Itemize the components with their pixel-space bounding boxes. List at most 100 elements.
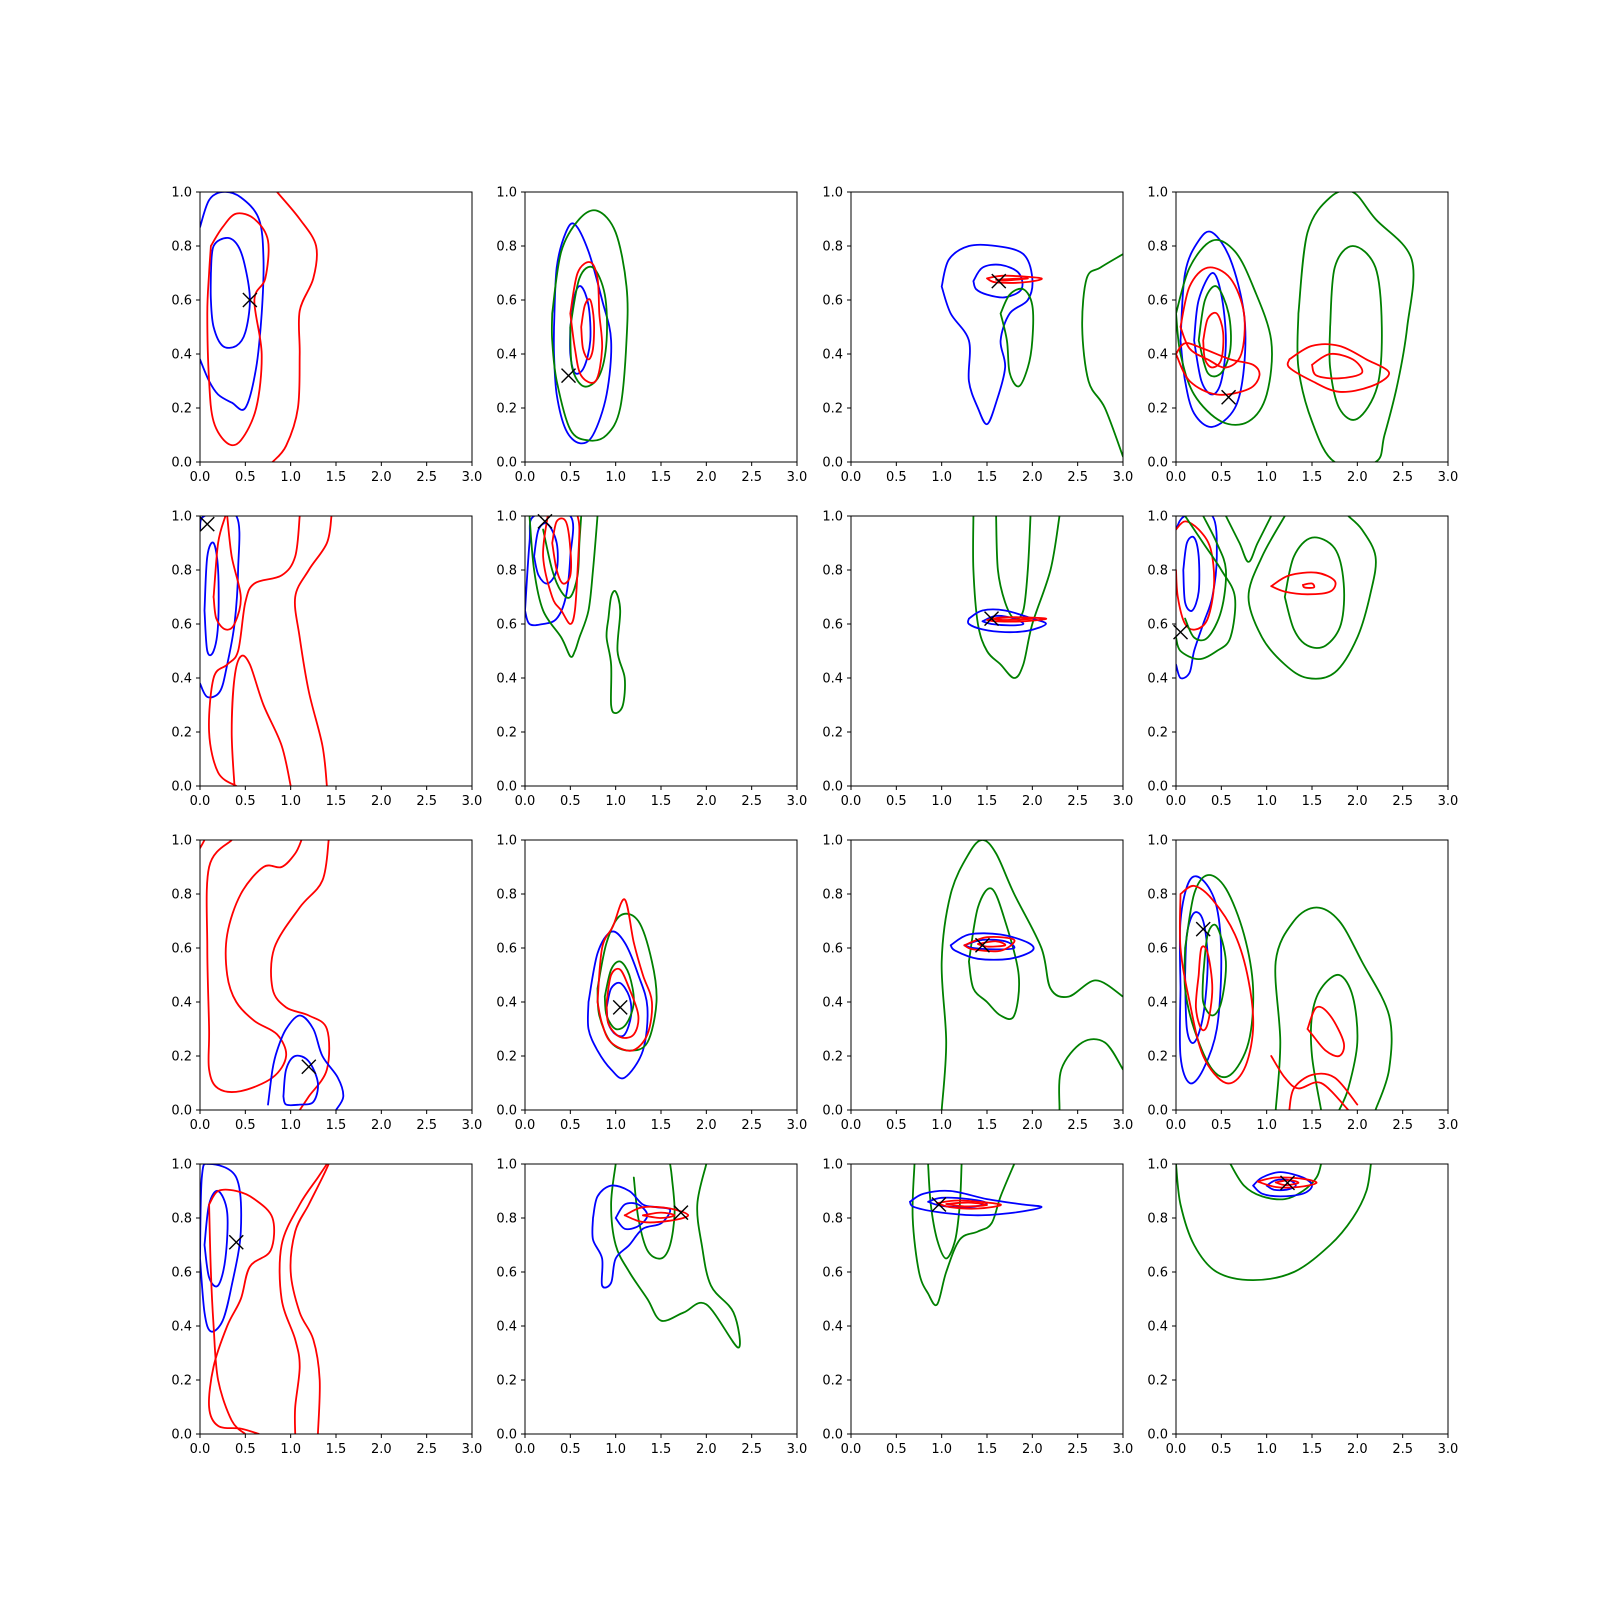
- x-tick-label: 0.5: [235, 794, 256, 809]
- y-tick-label: 0.0: [496, 780, 517, 795]
- red-contour-line: [206, 212, 270, 447]
- y-tick-label: 0.0: [822, 456, 843, 471]
- x-tick-label: 2.0: [696, 1118, 717, 1133]
- red-contour-line: [605, 967, 640, 1039]
- x-tick-label: 1.0: [280, 470, 301, 485]
- x-tick-label: 2.0: [1022, 794, 1043, 809]
- green-contour-line: [1328, 245, 1383, 421]
- plot-area: [200, 840, 345, 1110]
- blue-contour-line: [533, 522, 559, 585]
- subplot-r2c1: 0.0 0.5 1.0 1.5 2.0 2.5 3.0 0.0 0.2 0.4 0.6 0.8 1.0: [171, 510, 482, 810]
- plot-area: [909, 1164, 1043, 1307]
- red-contour-line: [1288, 1072, 1359, 1110]
- green-contour-line: [632, 1164, 676, 1260]
- x-tick-label: 0.5: [235, 470, 256, 485]
- x-tick-label: 1.0: [1256, 470, 1277, 485]
- x-tick-label: 3.0: [1113, 470, 1134, 485]
- red-contour-line: [278, 1164, 328, 1434]
- x-tick-label: 0.5: [1211, 1442, 1232, 1457]
- y-tick-label: 0.6: [1147, 294, 1168, 309]
- x-tick-label: 0.5: [1211, 794, 1232, 809]
- plot-area: [550, 209, 629, 445]
- green-contour-line: [1176, 1164, 1372, 1281]
- red-contour-line: [212, 516, 227, 598]
- x-marker: [991, 273, 1007, 289]
- plot-area: [1176, 192, 1415, 462]
- axes-frame: [524, 839, 798, 1111]
- red-contour-line: [208, 1188, 276, 1434]
- x-tick-label: 1.0: [605, 794, 626, 809]
- green-contour-line: [550, 209, 629, 442]
- x-tick-label: 3.0: [462, 1118, 483, 1133]
- x-tick-label: 1.5: [651, 1442, 672, 1457]
- x-tick-label: 2.0: [371, 470, 392, 485]
- blue-contour-line: [200, 192, 265, 411]
- y-tick-label: 1.0: [822, 510, 843, 525]
- x-tick-label: 0.5: [235, 1118, 256, 1133]
- green-contour-line: [995, 516, 1032, 620]
- x-tick-label: 0.5: [1211, 470, 1232, 485]
- red-contour-line: [293, 516, 333, 786]
- y-tick-label: 0.6: [1147, 942, 1168, 957]
- x-tick-label: 1.0: [280, 1442, 301, 1457]
- x-tick-label: 0.0: [841, 470, 862, 485]
- axes-frame: [850, 839, 1124, 1111]
- x-tick-label: 1.0: [605, 1442, 626, 1457]
- green-contour-line: [1296, 192, 1415, 462]
- blue-contour-line: [1265, 1178, 1297, 1192]
- x-tick-label: 1.5: [651, 470, 672, 485]
- green-contour-line: [927, 1164, 963, 1260]
- green-contour-line: [528, 516, 599, 658]
- y-tick-label: 0.2: [171, 402, 192, 417]
- y-tick-label: 0.0: [1147, 780, 1168, 795]
- x-tick-label: 2.0: [1347, 794, 1368, 809]
- x-tick-label: 0.0: [1166, 794, 1187, 809]
- x-tick-label: 0.5: [886, 1118, 907, 1133]
- x-tick-label: 2.5: [741, 470, 762, 485]
- x-tick-label: 2.5: [416, 1118, 437, 1133]
- x-tick-label: 1.5: [326, 470, 347, 485]
- y-tick-label: 0.6: [822, 618, 843, 633]
- y-tick-label: 0.2: [1147, 1374, 1168, 1389]
- green-contour-line: [569, 265, 608, 388]
- x-tick-label: 3.0: [1113, 1118, 1134, 1133]
- x-marker: [301, 1059, 317, 1075]
- red-contour-line: [1202, 311, 1225, 369]
- x-tick-label: 0.0: [841, 794, 862, 809]
- y-tick-label: 0.6: [1147, 1266, 1168, 1281]
- y-tick-label: 0.8: [1147, 1212, 1168, 1227]
- x-tick-label: 3.0: [1113, 1442, 1134, 1457]
- y-tick-label: 0.8: [822, 1212, 843, 1227]
- x-tick-label: 2.5: [741, 1118, 762, 1133]
- y-tick-label: 0.4: [822, 1320, 843, 1335]
- x-tick-label: 0.5: [235, 1442, 256, 1457]
- y-tick-label: 0.4: [1147, 348, 1168, 363]
- x-tick-label: 2.5: [1067, 1442, 1088, 1457]
- y-tick-label: 0.6: [822, 294, 843, 309]
- y-tick-label: 0.6: [1147, 618, 1168, 633]
- y-tick-label: 0.2: [171, 726, 192, 741]
- red-contour-line: [1176, 342, 1261, 396]
- x-tick-label: 1.0: [931, 794, 952, 809]
- plot-area: [1176, 1164, 1372, 1281]
- y-tick-label: 0.0: [496, 456, 517, 471]
- x-tick-label: 3.0: [787, 1442, 808, 1457]
- y-tick-label: 0.8: [171, 1212, 192, 1227]
- red-contour-line: [1302, 582, 1316, 589]
- y-tick-label: 0.6: [496, 294, 517, 309]
- x-tick-label: 2.0: [696, 1442, 717, 1457]
- subplot-r3c1: 0.0 0.5 1.0 1.5 2.0 2.5 3.0 0.0 0.2 0.4 0.6 0.8 1.0: [171, 834, 482, 1134]
- green-contour-line: [1183, 874, 1255, 1079]
- blue-contour-line: [1178, 875, 1223, 1085]
- green-contour-line: [1197, 285, 1232, 378]
- x-marker: [1195, 921, 1211, 937]
- x-tick-label: 0.5: [560, 794, 581, 809]
- x-tick-label: 0.0: [1166, 470, 1187, 485]
- green-contour-line: [1229, 1164, 1322, 1201]
- red-contour-line: [1194, 945, 1214, 1032]
- y-tick-label: 0.6: [496, 1266, 517, 1281]
- y-tick-label: 0.6: [822, 942, 843, 957]
- x-tick-label: 1.5: [977, 1118, 998, 1133]
- x-tick-label: 2.5: [1067, 794, 1088, 809]
- x-tick-label: 1.0: [605, 470, 626, 485]
